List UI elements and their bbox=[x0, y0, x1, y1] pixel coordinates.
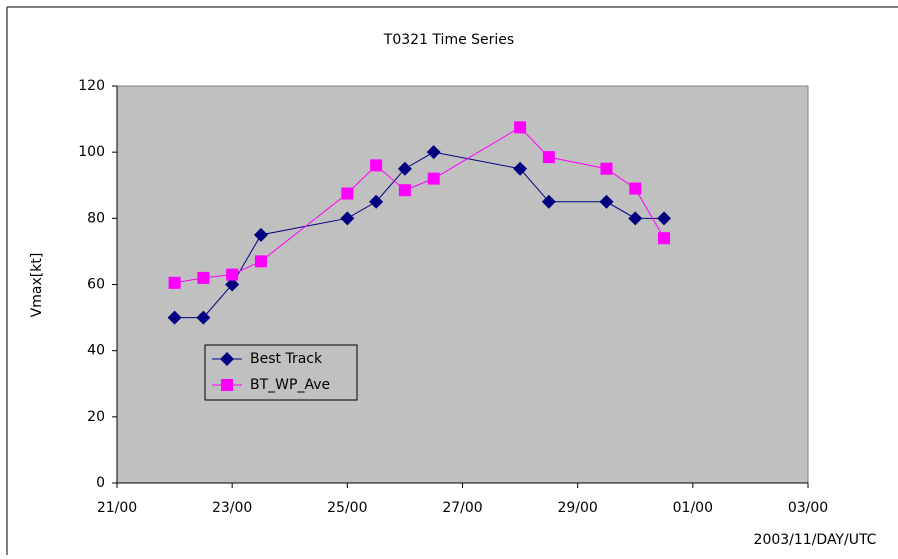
marker bbox=[426, 145, 441, 160]
marker bbox=[541, 194, 556, 209]
legend-label: BT_WP_Ave bbox=[250, 377, 330, 393]
marker bbox=[253, 227, 268, 242]
marker bbox=[514, 121, 527, 134]
marker bbox=[658, 232, 671, 245]
marker bbox=[197, 271, 210, 284]
marker bbox=[196, 310, 211, 325]
marker bbox=[542, 151, 555, 164]
chart-title: T0321 Time Series bbox=[383, 32, 514, 48]
marker bbox=[657, 211, 672, 226]
legend-marker bbox=[221, 379, 233, 391]
marker bbox=[369, 194, 384, 209]
marker bbox=[600, 162, 613, 175]
plot-area bbox=[116, 85, 809, 484]
marker bbox=[341, 187, 354, 200]
marker bbox=[599, 194, 614, 209]
legend-label: Best Track bbox=[250, 351, 323, 367]
y-tick-label: 40 bbox=[87, 343, 105, 359]
marker bbox=[629, 182, 642, 195]
marker bbox=[254, 255, 267, 268]
marker bbox=[225, 277, 240, 292]
x-tick-label: 25/00 bbox=[327, 500, 367, 516]
marker bbox=[398, 184, 411, 197]
legend-marker bbox=[220, 352, 234, 366]
marker bbox=[397, 161, 412, 176]
marker bbox=[226, 268, 239, 281]
marker bbox=[370, 159, 383, 172]
x-tick-label: 23/00 bbox=[212, 500, 252, 516]
y-tick-label: 60 bbox=[87, 277, 105, 293]
y-tick-label: 80 bbox=[87, 210, 105, 226]
y-tick-label: 100 bbox=[78, 144, 105, 160]
marker bbox=[427, 172, 440, 185]
marker bbox=[513, 161, 528, 176]
y-axis-title: Vmax[kt] bbox=[29, 253, 45, 318]
marker bbox=[167, 310, 182, 325]
x-tick-label: 29/00 bbox=[557, 500, 597, 516]
x-tick-label: 03/00 bbox=[788, 500, 828, 516]
y-tick-label: 20 bbox=[87, 409, 105, 425]
marker bbox=[168, 276, 181, 289]
x-tick-label: 27/00 bbox=[442, 500, 482, 516]
marker bbox=[628, 211, 643, 226]
x-tick-label: 21/00 bbox=[97, 500, 137, 516]
legend-box bbox=[204, 344, 358, 401]
y-tick-label: 0 bbox=[96, 475, 105, 491]
x-tick-label: 01/00 bbox=[673, 500, 713, 516]
y-tick-label: 120 bbox=[78, 78, 105, 94]
legend: Best Track BT_WP_Ave bbox=[204, 344, 358, 401]
marker bbox=[340, 211, 355, 226]
x-axis-title: 2003/11/DAY/UTC bbox=[754, 532, 877, 548]
